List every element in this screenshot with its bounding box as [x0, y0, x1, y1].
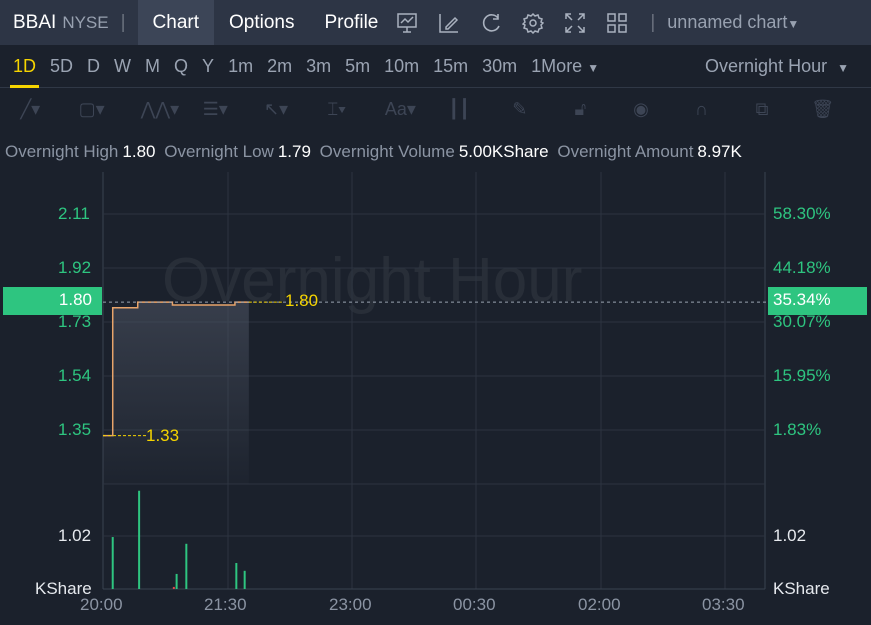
stat-value: 1.80 — [122, 142, 156, 161]
text-tool-icon[interactable]: Aa▾ — [384, 99, 416, 119]
divider: | — [120, 11, 126, 33]
chart-name: unnamed chart — [667, 12, 788, 32]
draw-icon[interactable] — [437, 11, 461, 35]
stat-value: 1.79 — [277, 142, 311, 161]
volume-unit: KShare — [773, 579, 830, 598]
session-label: Overnight Hour — [705, 56, 828, 76]
stat-value: 8.97K — [697, 142, 742, 161]
volume-tick: 1.02 — [58, 526, 92, 545]
period-15m[interactable]: 15m — [433, 55, 469, 76]
price-tick: 1.35 — [58, 420, 92, 439]
pct-tick: 58.30% — [773, 204, 831, 223]
price-tick: 1.73 — [58, 312, 92, 331]
candle-tool-icon[interactable]: ┃┃ — [448, 99, 471, 119]
pen-icon[interactable]: ✎ — [512, 99, 528, 119]
stat-label: Overnight Volume — [319, 142, 455, 161]
stat-value: 5.00KShare — [458, 142, 549, 161]
refresh-icon[interactable] — [479, 11, 503, 35]
volume-tick: 1.02 — [773, 526, 807, 545]
period-10m[interactable]: 10m — [384, 55, 420, 76]
clone-icon[interactable]: ⧉ — [755, 99, 769, 119]
price-tick: 1.54 — [58, 366, 92, 385]
time-tick: 03:30 — [702, 595, 745, 614]
chart-name-dropdown[interactable]: unnamed chart▼ — [667, 12, 799, 33]
tab-chart[interactable]: Chart — [137, 0, 215, 45]
eye-icon[interactable]: ◉ — [633, 99, 649, 119]
session-dropdown[interactable]: Overnight Hour ▼ — [705, 45, 849, 90]
volume-unit: KShare — [35, 579, 92, 598]
period-2m[interactable]: 2m — [267, 55, 293, 76]
current-pct-badge: 35.34% — [768, 287, 867, 315]
period-w[interactable]: W — [114, 55, 132, 76]
overnight-stats: Overnight High 1.80 Overnight Low 1.79 Ove… — [5, 142, 746, 162]
drawing-toolbar: ╱▾ ▢▾ ⋀⋀▾ ☰▾ ↖▾ ⌶▾ Aa▾ ┃┃ ✎ 🔓︎ ◉ ∩ ⧉ 🗑︎ — [0, 89, 871, 131]
stat-label: Overnight Amount — [557, 142, 694, 161]
period-3m[interactable]: 3m — [306, 55, 332, 76]
measure-tool-icon[interactable]: ⌶▾ — [327, 99, 346, 119]
magnet-icon[interactable]: ∩ — [695, 99, 708, 119]
fullscreen-icon[interactable] — [563, 11, 587, 35]
header: BBAI NYSE | Chart Options Profile | unna… — [0, 0, 871, 45]
pct-tick: 30.07% — [773, 312, 831, 331]
line-tool-icon[interactable]: ╱▾ — [20, 99, 41, 119]
price-tick: 1.92 — [58, 258, 92, 277]
time-tick: 00:30 — [453, 595, 496, 614]
period-q[interactable]: Q — [174, 55, 189, 76]
watermark: Overnight Hour — [162, 246, 583, 315]
caret-down-icon: ▼ — [587, 60, 600, 75]
arrow-tool-icon[interactable]: ↖▾ — [263, 99, 289, 119]
current-price-badge: 1.80 — [3, 287, 102, 315]
low-label: 1.33 — [146, 426, 180, 445]
price-area — [103, 302, 249, 484]
tab-options[interactable]: Options — [229, 12, 295, 33]
exchange: NYSE — [62, 12, 109, 32]
period-bar: 1D 5D D W M Q Y 1m 2m 3m 5m 10m 15m 30m … — [0, 45, 871, 88]
caret-down-icon: ▼ — [837, 61, 849, 75]
time-tick: 20:00 — [80, 595, 123, 614]
rectangle-tool-icon[interactable]: ▢▾ — [78, 99, 105, 119]
time-tick: 02:00 — [578, 595, 621, 614]
tab-profile[interactable]: Profile — [324, 12, 379, 33]
pct-tick: 1.83% — [773, 420, 822, 439]
pct-tick: 44.18% — [773, 258, 831, 277]
indicator-icon[interactable] — [395, 11, 419, 35]
time-tick: 21:30 — [204, 595, 247, 614]
stat-label: Overnight High — [5, 142, 119, 161]
symbol: BBAI — [13, 11, 57, 33]
layout-icon[interactable] — [605, 11, 629, 35]
period-m[interactable]: M — [145, 55, 161, 76]
settings-icon[interactable] — [521, 11, 545, 35]
lock-icon[interactable]: 🔓︎ — [574, 99, 587, 119]
period-5m[interactable]: 5m — [345, 55, 371, 76]
high-label: 1.80 — [285, 291, 319, 310]
fib-tool-icon[interactable]: ☰▾ — [202, 99, 228, 119]
period-5d[interactable]: 5D — [50, 55, 74, 76]
period-more[interactable]: 1More ▼ — [524, 45, 606, 88]
trash-icon[interactable]: 🗑︎ — [811, 99, 835, 119]
period-30m[interactable]: 30m — [482, 55, 518, 76]
pct-tick: 15.95% — [773, 366, 831, 385]
period-more-label: 1More — [531, 55, 583, 76]
divider: | — [650, 11, 656, 33]
time-tick: 23:00 — [329, 595, 372, 614]
caret-down-icon: ▼ — [787, 17, 800, 31]
period-d[interactable]: D — [87, 55, 101, 76]
period-1m[interactable]: 1m — [228, 55, 254, 76]
price-tick: 2.11 — [58, 204, 90, 223]
stat-label: Overnight Low — [164, 142, 274, 161]
period-y[interactable]: Y — [202, 55, 215, 76]
price-line — [103, 301, 249, 437]
period-1d[interactable]: 1D — [6, 45, 43, 88]
